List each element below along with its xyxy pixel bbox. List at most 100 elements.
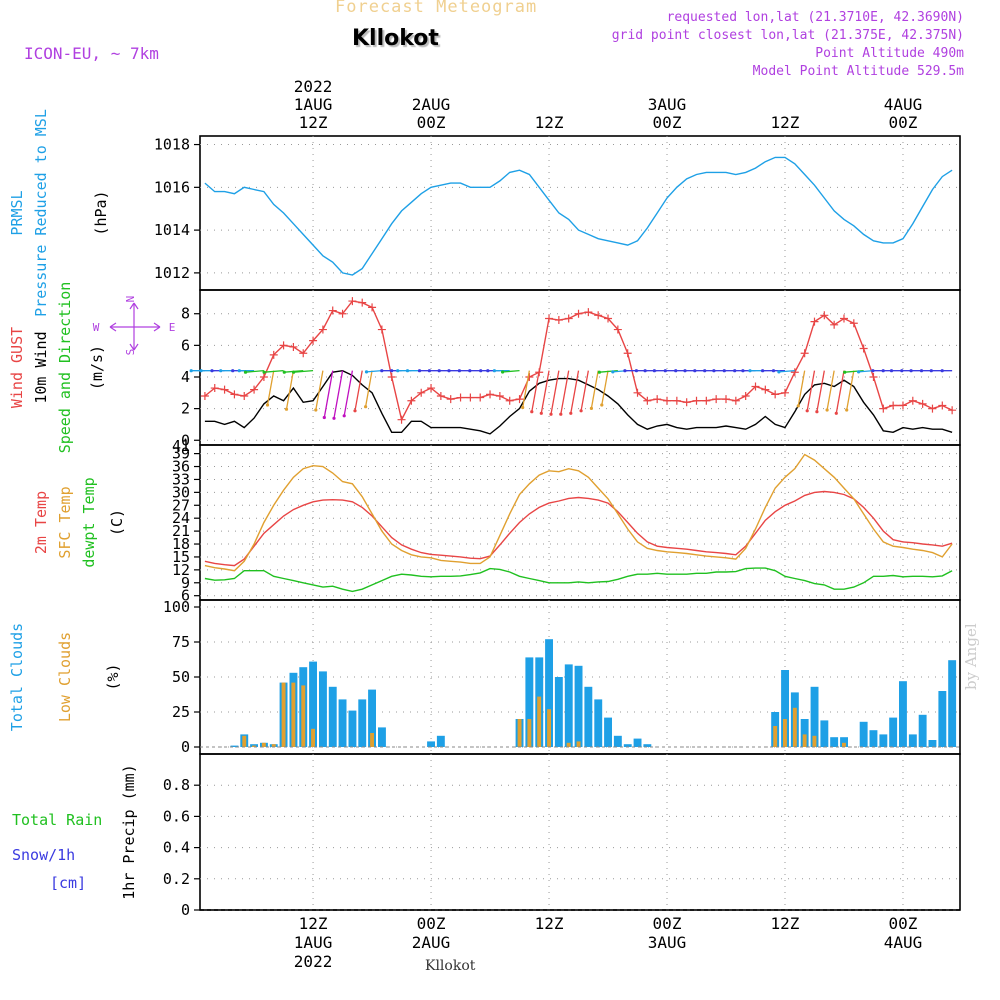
wind-arrow-head [796,404,800,408]
clouds-ytick-label: 75 [172,633,190,651]
wind-arrow-head [843,370,847,374]
wind-arrow-head [815,410,819,414]
cloud-bar-total-clouds [436,735,445,747]
gust-point-marker [377,325,386,334]
wind-direction-arrow [366,370,382,373]
cloud-bar-low-clouds [517,719,522,747]
wind-arrow-head [919,369,924,373]
clouds-ytick-label: 25 [172,703,190,721]
gust-point-marker [643,396,652,405]
temperature-ytick-label: 12 [172,561,190,579]
wind-arrow-head [396,369,400,373]
wind-direction-arrow [778,370,795,373]
cloud-bar-total-clouds [938,691,947,747]
cloud-bar-total-clouds [810,686,819,747]
gust-point-marker [613,325,622,334]
gust-point-marker [731,396,740,405]
cloud-bar-low-clouds [566,742,571,747]
cloud-bar-low-clouds [271,744,276,747]
wind-arrow-head [479,369,483,373]
wind-arrow-head [741,369,745,373]
gust-point-marker [476,393,485,402]
cloud-bar-total-clouds [545,639,553,747]
cloud-bar-low-clouds [311,728,315,747]
cloud-bar-low-clouds [527,719,532,747]
gust-point-marker [741,391,750,400]
wind-arrow-head [871,369,875,373]
time-label-bottom: 00Z [653,914,682,933]
cloud-bar-total-clouds [328,686,337,747]
gust-point-marker [299,349,308,358]
model-label: ICON-EU, ~ 7km [24,44,159,63]
wind-ylabel: Wind GUST [8,327,26,408]
gust-point-marker [525,372,534,381]
time-label-bottom: 12Z [299,914,328,933]
wind-arrow-head [284,407,289,411]
wind-arrow-head [364,405,368,409]
cloud-bar-total-clouds [525,657,534,747]
cloud-bar-total-clouds [613,735,622,747]
wind-arrow-head [189,369,193,373]
time-label-bottom: 2022 [294,952,333,971]
wind-arrow-head [703,369,707,373]
gust-point-marker [220,385,229,394]
gust-point-marker [692,396,701,405]
temperature-panel-frame [199,444,961,601]
cloud-bar-total-clouds [889,717,898,747]
pressure-panel-frame [199,135,961,291]
gust-point-marker [672,396,681,405]
wind-arrow-head [539,411,543,415]
gust-point-marker [761,385,770,394]
gust-point-marker [889,401,898,410]
wind-arrow-head [210,369,214,373]
cloud-bar-low-clouds [281,682,286,747]
cloud-bar-total-clouds [427,741,435,747]
temperature-ytick-label: 15 [172,548,190,566]
wind-arrow-head [929,369,933,373]
wind-ytick-label: 2 [181,400,190,418]
cloud-bar-low-clouds [242,735,247,747]
time-label-bottom: 12Z [535,914,564,933]
gust-point-marker [633,388,642,397]
wind-arrow-head [579,409,583,413]
wind-direction-arrow [333,370,344,419]
wind-arrow-head [761,369,765,373]
gust-point-marker [466,393,475,402]
precip-ytick-label: 0.2 [163,870,190,888]
wind-arrow-head [674,369,678,373]
time-label-top: 12Z [299,113,328,132]
gust-point-marker [702,396,711,405]
wind-ytick-label: 8 [181,305,190,323]
wind-arrow-head [825,408,829,412]
wind-series-10m-wind [204,369,953,435]
wind-arrow-head [314,408,318,412]
cloud-bar-low-clouds [252,745,256,747]
wind-direction-arrow [502,370,520,373]
temperature-series-2m-temp [204,490,953,567]
gust-point-marker [515,395,524,404]
wind-ylabel: Speed and Direction [56,282,74,454]
wind-arrow-head [857,370,861,374]
cloud-bar-total-clouds [879,734,888,747]
wind-arrow-head [597,370,602,374]
clouds-ytick-label: 0 [181,738,190,756]
precip-ytick-label: 0.6 [163,807,190,825]
wind-arrow-head [712,369,716,373]
gust-point-marker [240,391,249,400]
gust-point-marker [682,398,691,407]
gust-point-marker [918,399,927,408]
wind-direction-arrow [531,370,540,412]
gust-point-marker [604,314,613,323]
wind-arrow-head [199,369,203,373]
time-label-bottom: 00Z [889,914,918,933]
temperature-ytick-label: 18 [172,535,190,553]
gust-point-marker [879,404,888,413]
location-title: Kllokot [352,26,439,51]
wind-arrow-head [623,369,627,373]
wind-arrow-head [652,369,657,373]
wind-ylabel: 10m Wind [32,331,50,403]
cloud-bar-total-clouds [564,664,573,747]
wind-ytick-label: 6 [181,336,190,354]
cloud-bar-total-clouds [908,734,917,747]
